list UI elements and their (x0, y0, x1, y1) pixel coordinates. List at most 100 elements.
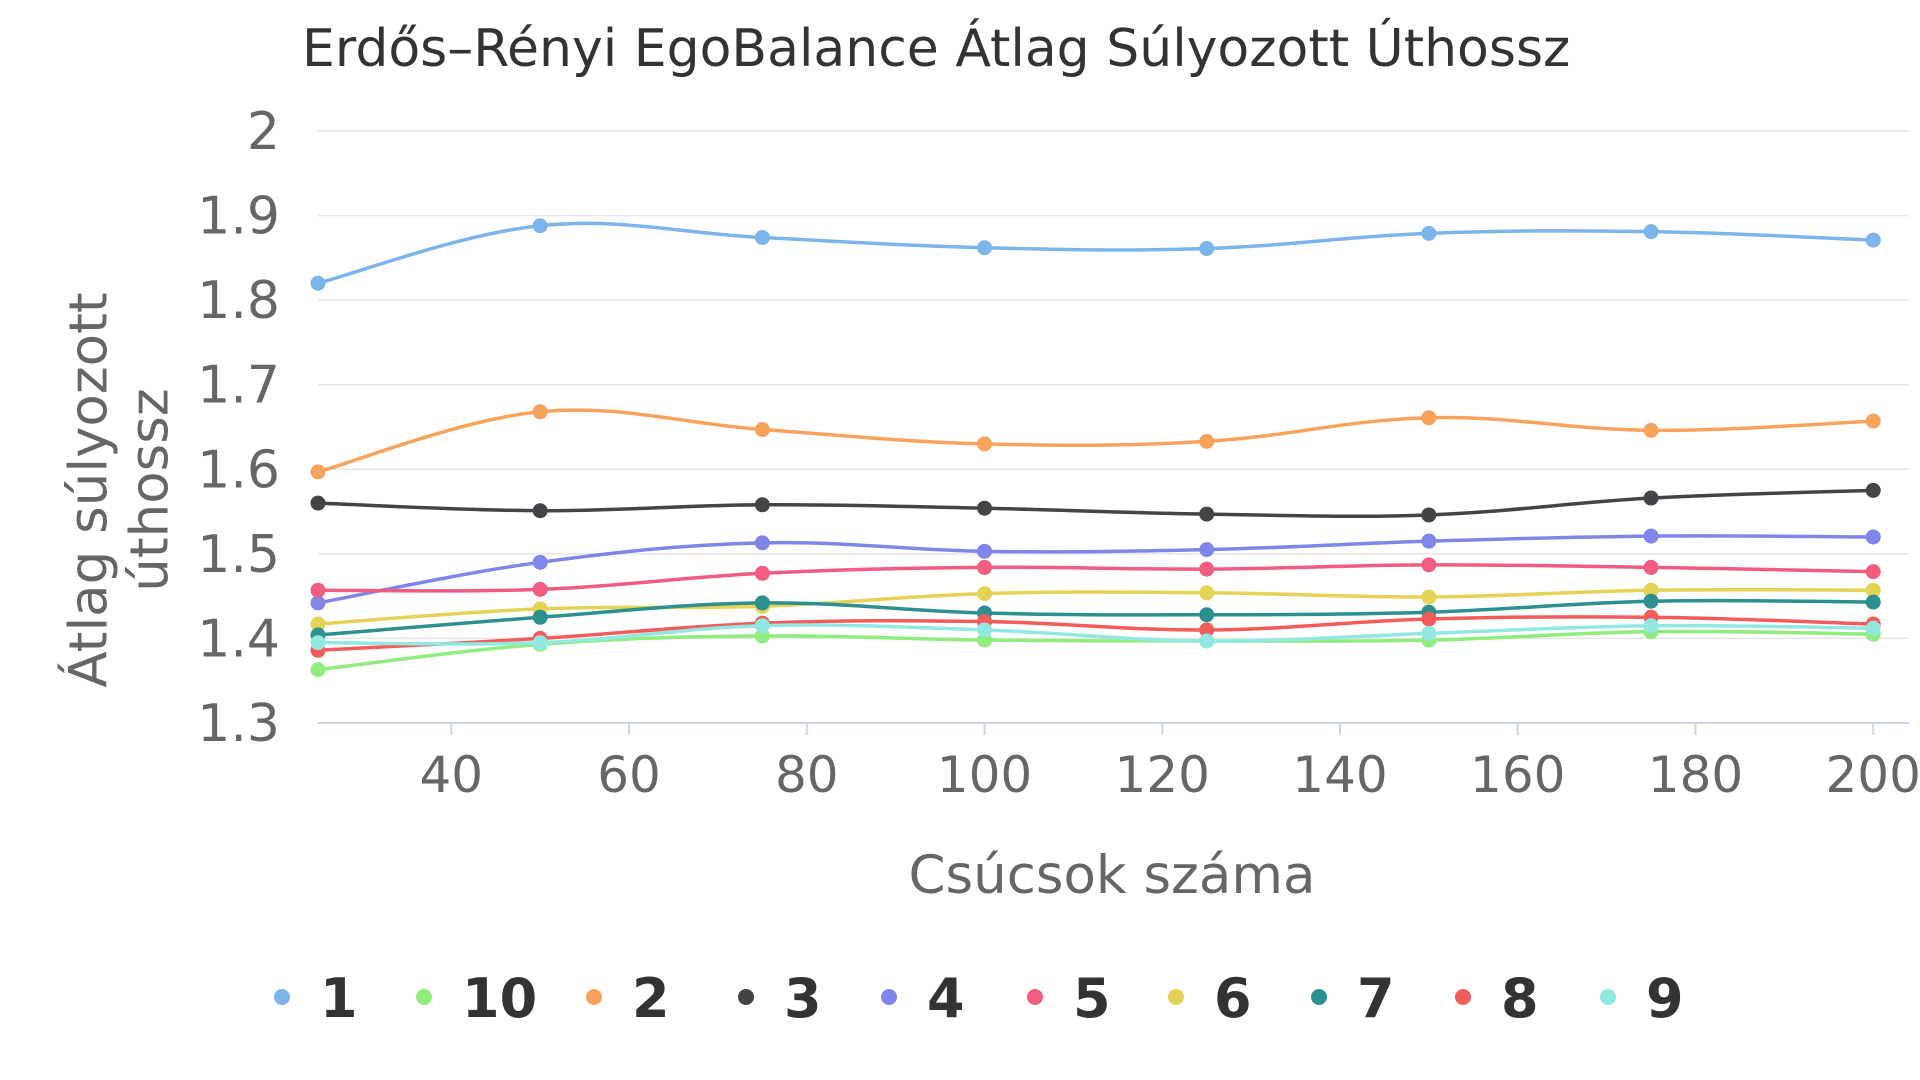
series-line[interactable] (316, 615, 1875, 653)
data-point[interactable] (1199, 607, 1215, 623)
data-point[interactable] (532, 581, 548, 597)
data-point[interactable] (1865, 594, 1881, 610)
data-point[interactable] (754, 422, 770, 438)
series-line[interactable] (316, 587, 1875, 626)
data-point[interactable] (977, 543, 993, 559)
x-tick-label: 140 (1292, 746, 1387, 804)
legend-item[interactable]: 8 (1455, 967, 1539, 1030)
data-point[interactable] (1643, 224, 1659, 240)
data-point[interactable] (1421, 410, 1437, 426)
data-point[interactable] (532, 554, 548, 570)
legend-item[interactable]: 4 (881, 967, 965, 1030)
legend-item[interactable]: 2 (586, 967, 670, 1030)
data-point[interactable] (754, 618, 770, 634)
series-line[interactable] (316, 563, 1875, 593)
data-point[interactable] (1199, 585, 1215, 601)
data-point[interactable] (1199, 561, 1215, 577)
data-point[interactable] (1865, 413, 1881, 429)
data-point[interactable] (1199, 241, 1215, 257)
data-point[interactable] (1199, 506, 1215, 522)
data-point[interactable] (1643, 582, 1659, 598)
data-point[interactable] (532, 218, 548, 234)
series-line[interactable] (316, 221, 1875, 285)
legend-marker (586, 989, 602, 1005)
data-point[interactable] (1199, 622, 1215, 638)
x-tick-label: 200 (1826, 746, 1920, 804)
data-point[interactable] (1865, 564, 1881, 580)
series-4[interactable] (310, 528, 1881, 611)
data-point[interactable] (1865, 582, 1881, 598)
series-line[interactable] (316, 408, 1875, 474)
data-point[interactable] (1199, 542, 1215, 558)
data-point[interactable] (977, 586, 993, 602)
legend[interactable]: 1 10 2 3 4 5 6 7 8 9 (274, 967, 1684, 1030)
data-point[interactable] (754, 230, 770, 246)
data-point[interactable] (1865, 232, 1881, 248)
data-point[interactable] (310, 464, 326, 480)
data-point[interactable] (754, 535, 770, 551)
data-point[interactable] (1643, 618, 1659, 634)
data-point[interactable] (310, 635, 326, 651)
legend-label: 7 (1357, 967, 1395, 1030)
data-point[interactable] (1421, 589, 1437, 605)
data-point[interactable] (1421, 533, 1437, 549)
data-point[interactable] (532, 404, 548, 420)
data-point[interactable] (1865, 482, 1881, 498)
series-6[interactable] (310, 582, 1881, 632)
data-point[interactable] (1421, 611, 1437, 627)
legend-item[interactable]: 6 (1168, 967, 1252, 1030)
legend-label: 2 (632, 967, 670, 1030)
series-10[interactable] (310, 624, 1881, 678)
data-point[interactable] (310, 582, 326, 598)
data-point[interactable] (977, 436, 993, 452)
legend-marker (1311, 989, 1327, 1005)
data-point[interactable] (977, 240, 993, 256)
data-point[interactable] (1421, 557, 1437, 573)
legend-item[interactable]: 7 (1311, 967, 1395, 1030)
data-point[interactable] (977, 559, 993, 575)
data-point[interactable] (310, 495, 326, 511)
legend-item[interactable]: 1 (274, 967, 358, 1030)
data-point[interactable] (1199, 633, 1215, 649)
legend-item[interactable]: 9 (1600, 967, 1684, 1030)
data-point[interactable] (754, 595, 770, 611)
data-point[interactable] (754, 497, 770, 513)
data-point[interactable] (310, 662, 326, 678)
legend-item[interactable]: 5 (1027, 967, 1111, 1030)
legend-item[interactable]: 3 (738, 967, 822, 1030)
legend-marker (881, 989, 897, 1005)
series-line[interactable] (316, 534, 1875, 605)
data-point[interactable] (1421, 507, 1437, 523)
data-point[interactable] (754, 565, 770, 581)
data-point[interactable] (1421, 225, 1437, 241)
data-point[interactable] (1421, 625, 1437, 641)
data-point[interactable] (532, 635, 548, 651)
data-point[interactable] (1643, 593, 1659, 609)
series-9[interactable] (310, 618, 1881, 651)
series-1[interactable] (310, 218, 1881, 291)
y-tick-label: 1.7 (197, 356, 280, 416)
data-point[interactable] (1865, 620, 1881, 636)
series-3[interactable] (310, 482, 1881, 523)
series-5[interactable] (310, 557, 1881, 598)
series-line[interactable] (316, 488, 1875, 519)
data-point[interactable] (1643, 422, 1659, 438)
data-point[interactable] (310, 616, 326, 632)
series-line[interactable] (316, 598, 1875, 637)
data-point[interactable] (977, 500, 993, 516)
data-point[interactable] (1199, 433, 1215, 449)
legend-item[interactable]: 10 (416, 967, 537, 1030)
data-point[interactable] (1865, 529, 1881, 545)
data-point[interactable] (310, 595, 326, 611)
data-point[interactable] (532, 609, 548, 625)
series-group (310, 218, 1881, 678)
data-point[interactable] (1643, 559, 1659, 575)
data-point[interactable] (310, 275, 326, 291)
data-point[interactable] (532, 503, 548, 519)
series-line[interactable] (316, 623, 1875, 646)
series-2[interactable] (310, 404, 1881, 480)
data-point[interactable] (1643, 490, 1659, 506)
data-point[interactable] (977, 622, 993, 638)
data-point[interactable] (1643, 528, 1659, 544)
